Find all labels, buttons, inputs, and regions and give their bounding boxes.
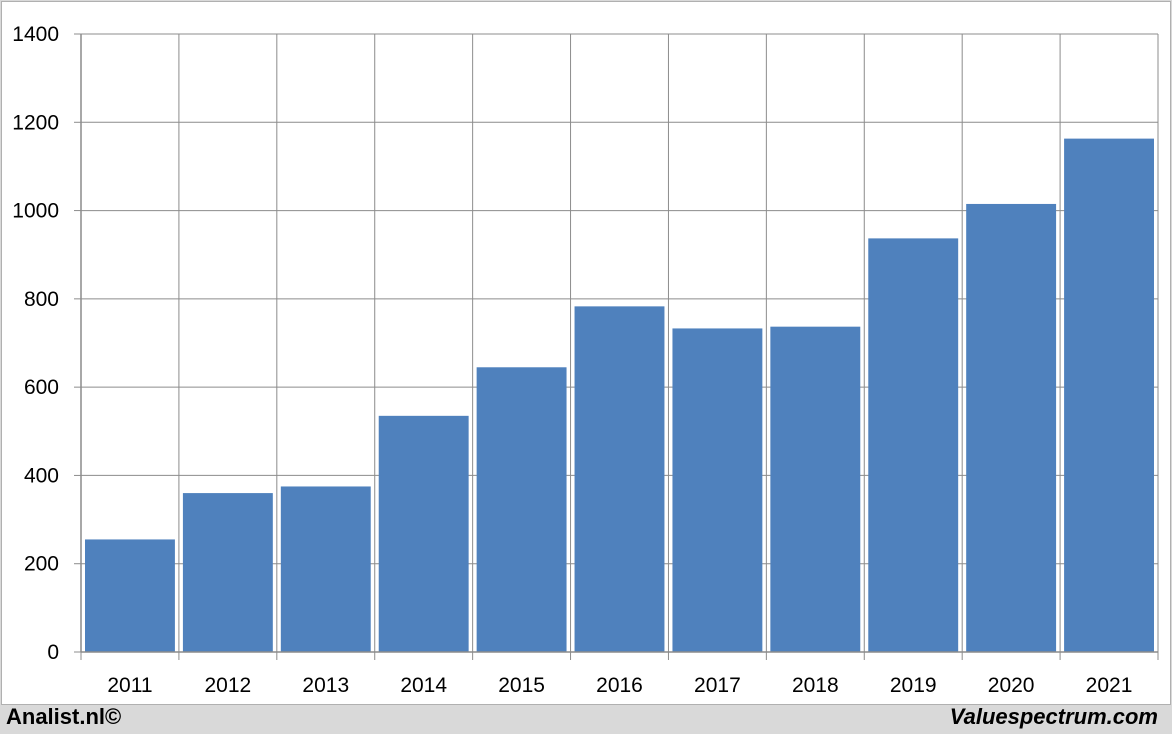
y-tick-label: 400 [24,464,59,487]
x-tick-label: 2019 [890,674,937,697]
y-tick-label: 600 [24,376,59,399]
y-tick-label: 1200 [12,111,59,134]
x-tick-label: 2015 [498,674,545,697]
bar-2019 [868,238,959,653]
valuespectrum-credit: Valuespectrum.com [949,704,1158,729]
x-tick-label: 2017 [694,674,741,697]
bar-2015 [476,367,567,652]
bar-chart: 0 200 400 600 800 1000 1200 1400 2011 2012 2013 201… [12,23,1159,697]
bar-layer [85,138,1154,653]
bar-2013 [280,486,371,652]
bar-2012 [182,493,273,652]
x-tick-label: 2016 [596,674,643,697]
x-tick-label: 2018 [792,674,839,697]
analist-credit: Analist.nl© [6,704,122,729]
x-tick-label: 2014 [400,674,447,697]
x-tick-label: 2013 [302,674,349,697]
x-tick-label: 2012 [205,674,252,697]
bar-2020 [966,203,1057,652]
bar-2014 [378,415,469,652]
bar-2017 [672,328,763,652]
y-tick-label: 1400 [12,23,59,46]
bar-2011 [85,539,175,652]
y-tick-label: 0 [47,641,59,664]
x-tick-label: 2020 [988,674,1035,697]
y-tick-label: 1000 [12,200,59,223]
bar-2018 [770,326,861,652]
y-tick-label: 200 [24,553,59,576]
bar-2016 [574,306,665,652]
bar-2021 [1064,138,1154,652]
axis-layer: 0 200 400 600 800 1000 1200 1400 2011 2012 2013 201… [12,23,1158,697]
x-tick-label: 2011 [107,674,152,697]
y-tick-label: 800 [24,288,59,311]
x-tick-label: 2021 [1086,674,1133,697]
